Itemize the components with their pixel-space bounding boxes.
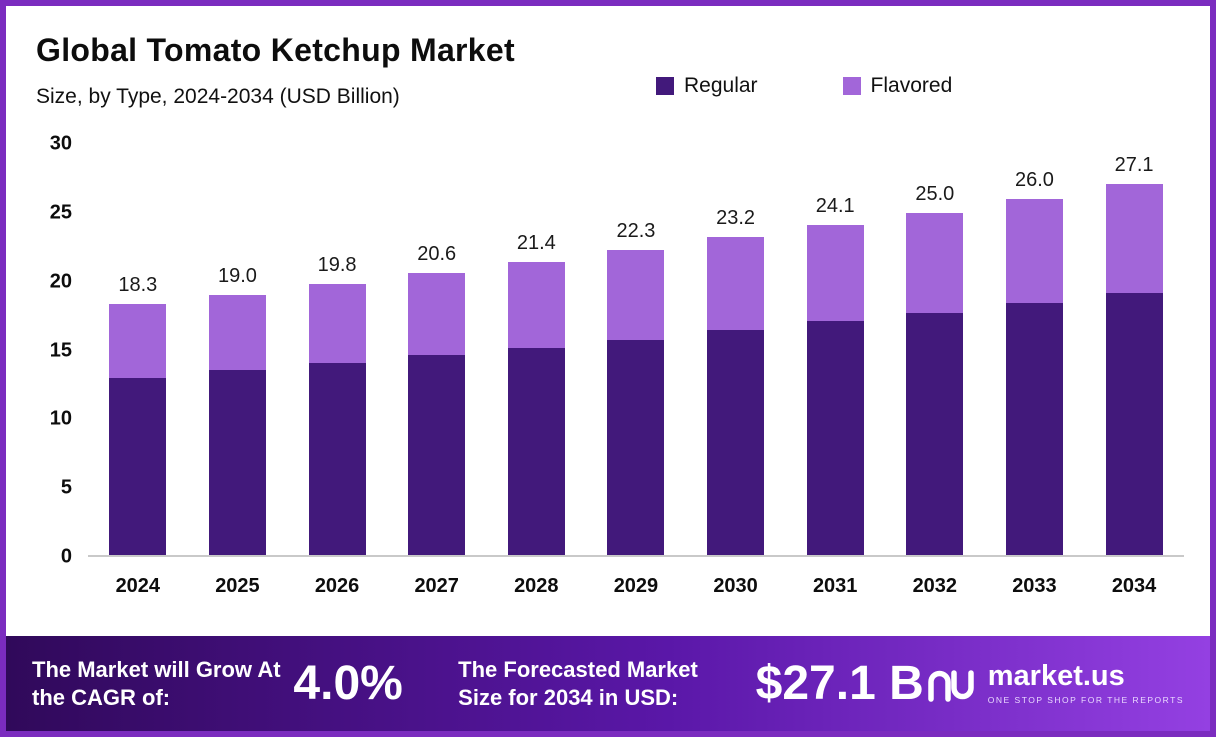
bar-total-label: 26.0 (1014, 168, 1054, 191)
bar-2025: 19.0 (208, 265, 266, 555)
bar-segment-regular (507, 348, 565, 555)
bar-segment-flavored (607, 249, 665, 340)
cagr-value: 4.0% (293, 657, 403, 710)
x-label-2025: 2025 (215, 575, 260, 597)
y-tick-label: 0 (60, 545, 72, 568)
bar-segment-flavored (1005, 198, 1063, 303)
bar-segment-regular (109, 378, 167, 555)
bar-2033: 26.0 (1005, 169, 1063, 555)
brand-text: market.us ONE STOP SHOP FOR THE REPORTS (987, 660, 1184, 706)
bar-total-label: 20.6 (417, 242, 457, 265)
legend-item-flavored: Flavored (842, 74, 953, 98)
page-title: Global Tomato Ketchup Market (36, 32, 515, 68)
x-label-2031: 2031 (812, 575, 858, 597)
bar-segment-flavored (507, 261, 565, 349)
x-label-2027: 2027 (414, 575, 459, 597)
x-label-2032: 2032 (912, 575, 958, 597)
brand-block: market.us ONE STOP SHOP FOR THE REPORTS (924, 661, 1184, 707)
y-tick-label: 20 (49, 270, 72, 293)
bar-segment-regular (1005, 302, 1063, 555)
y-tick-label: 15 (49, 339, 72, 361)
bar-2024: 18.3 (109, 274, 167, 555)
bar-2029: 22.3 (607, 220, 665, 556)
x-label-2034: 2034 (1111, 575, 1157, 597)
bar-segment-regular (1105, 293, 1163, 555)
bar-segment-regular (308, 363, 366, 555)
bar-total-label: 25.0 (915, 182, 955, 205)
bar-segment-regular (707, 330, 765, 555)
bar-total-label: 21.4 (516, 231, 556, 254)
page-subtitle: Size, by Type, 2024-2034 (USD Billion) (36, 85, 400, 108)
bar-total-label: 22.3 (616, 219, 656, 242)
chart-area: Global Tomato Ketchup Market Size, by Ty… (6, 6, 1210, 636)
legend-label: Regular (684, 74, 758, 97)
bar-segment-flavored (707, 237, 765, 331)
chart-legend: Regular Flavored (656, 74, 952, 98)
forecast-value: $27.1 B (755, 657, 924, 710)
bar-segment-regular (906, 312, 964, 555)
legend-label: Flavored (870, 74, 953, 97)
y-tick-label: 5 (60, 476, 72, 499)
bar-segment-regular (806, 320, 864, 555)
forecast-label: The Forecasted Market Size for 2034 in U… (458, 657, 698, 710)
bar-segment-regular (408, 354, 466, 555)
bar-2032: 25.0 (906, 183, 964, 556)
bar-total-label: 18.3 (118, 274, 158, 297)
x-label-2028: 2028 (514, 575, 559, 597)
footer-banner: The Market will Grow At the CAGR of: 4.0… (6, 636, 1210, 731)
bar-segment-flavored (906, 212, 964, 313)
bar-2028: 21.4 (507, 232, 565, 555)
bar-segment-regular (208, 370, 266, 555)
bar-2030: 23.2 (707, 207, 765, 555)
bar-2026: 19.8 (308, 254, 366, 555)
bar-segment-flavored (308, 283, 366, 364)
bar-segment-flavored (806, 224, 864, 321)
y-tick-label: 10 (49, 407, 72, 430)
bar-segment-flavored (109, 304, 167, 379)
legend-swatch (656, 77, 674, 95)
bar-total-label: 27.1 (1114, 153, 1154, 176)
bar-2027: 20.6 (408, 243, 466, 555)
y-tick-label: 25 (49, 201, 72, 224)
brand-name: market.us (987, 660, 1125, 692)
y-axis: 0 5 10 15 20 25 30 (32, 133, 88, 568)
x-label-2033: 2033 (1012, 575, 1057, 597)
bar-segment-flavored (408, 272, 466, 355)
bar-total-label: 23.2 (716, 207, 756, 230)
brand-tagline: ONE STOP SHOP FOR THE REPORTS (987, 695, 1184, 705)
plot-area: 18.3 19.0 19.8 20.6 21.4 22.3 23.2 24.1 25.0 26.0… (88, 144, 1184, 557)
x-label-2029: 2029 (613, 575, 659, 597)
bar-total-label: 24.1 (815, 194, 855, 217)
bar-total-label: 19.8 (317, 253, 357, 276)
y-tick-label: 30 (49, 132, 72, 155)
cagr-label: The Market will Grow At the CAGR of: (32, 657, 281, 710)
bar-segment-flavored (208, 294, 266, 371)
legend-swatch (842, 77, 861, 95)
bar-2034: 27.1 (1105, 154, 1163, 555)
bar-total-label: 19.0 (217, 264, 257, 287)
bar-2031: 24.1 (806, 195, 864, 555)
legend-item-regular: Regular (656, 74, 758, 98)
bar-segment-flavored (1105, 183, 1163, 294)
market-us-logo-icon (928, 669, 974, 702)
bar-segment-regular (607, 339, 665, 555)
x-label-2026: 2026 (314, 575, 360, 597)
x-axis: 2024 2025 2026 2027 2028 2029 2030 2031 2032 2033… (88, 557, 1184, 617)
x-label-2030: 2030 (713, 575, 758, 597)
bar-chart: 0 5 10 15 20 25 30 18.3 19.0 19.8 20.6 21.4 22.3 23.… (32, 133, 1184, 617)
x-label-2024: 2024 (115, 575, 161, 597)
